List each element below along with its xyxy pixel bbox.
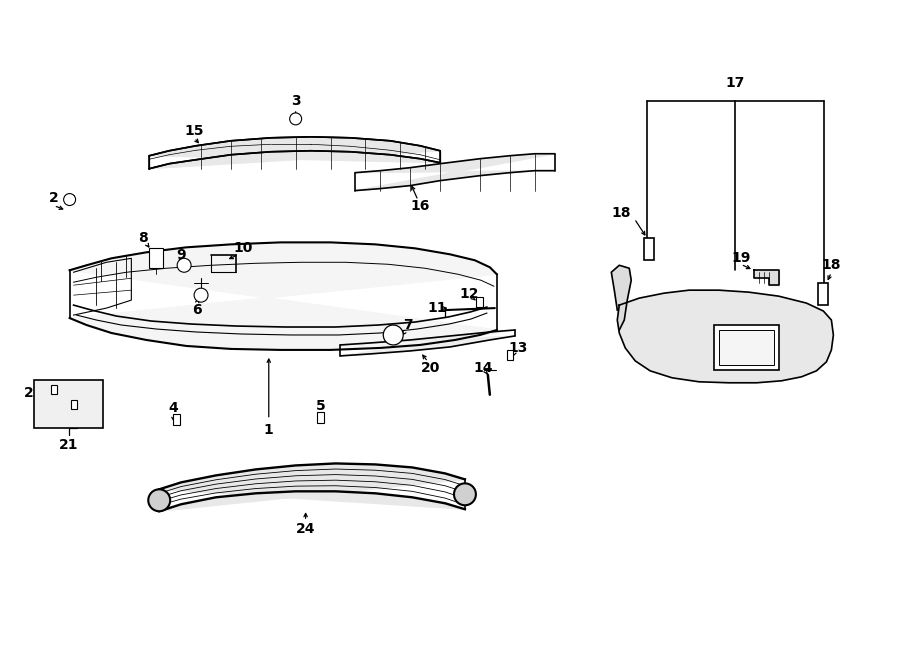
Text: 9: 9 — [176, 249, 186, 262]
Text: 14: 14 — [473, 361, 492, 375]
Bar — [714, 325, 778, 370]
Polygon shape — [617, 290, 833, 383]
Polygon shape — [340, 330, 515, 356]
Bar — [50, 385, 57, 394]
Bar — [70, 400, 77, 409]
Bar — [818, 283, 828, 305]
Bar — [476, 297, 483, 307]
Text: 8: 8 — [139, 231, 148, 245]
Circle shape — [194, 288, 208, 302]
Text: 3: 3 — [291, 94, 301, 108]
Text: 24: 24 — [296, 522, 315, 536]
Bar — [317, 412, 324, 423]
Bar — [507, 350, 513, 360]
Bar — [644, 239, 654, 260]
Text: 17: 17 — [725, 76, 744, 90]
Bar — [719, 330, 774, 365]
Polygon shape — [356, 154, 554, 190]
Text: 15: 15 — [184, 124, 203, 138]
Text: 7: 7 — [403, 318, 413, 332]
Text: 6: 6 — [193, 303, 202, 317]
Circle shape — [64, 194, 76, 206]
Text: 10: 10 — [233, 241, 253, 255]
Text: 11: 11 — [428, 301, 446, 315]
Text: 5: 5 — [316, 399, 326, 412]
Text: 12: 12 — [459, 287, 479, 301]
Text: 21: 21 — [58, 438, 78, 451]
Text: 13: 13 — [508, 341, 527, 355]
Circle shape — [383, 325, 403, 345]
Circle shape — [177, 258, 191, 272]
Circle shape — [454, 483, 476, 505]
Circle shape — [148, 489, 170, 511]
Text: 19: 19 — [731, 251, 751, 265]
Text: 1: 1 — [264, 422, 274, 436]
Polygon shape — [611, 265, 631, 330]
Text: 2: 2 — [49, 190, 58, 204]
Text: 18: 18 — [822, 258, 842, 272]
Polygon shape — [149, 137, 440, 169]
Text: 22: 22 — [24, 386, 43, 400]
Text: 20: 20 — [420, 361, 440, 375]
Circle shape — [290, 113, 302, 125]
Bar — [149, 249, 163, 268]
Bar — [34, 380, 104, 428]
Text: 18: 18 — [611, 206, 631, 221]
Polygon shape — [753, 270, 778, 285]
Polygon shape — [159, 463, 465, 511]
Text: 16: 16 — [410, 198, 430, 213]
Bar — [173, 414, 180, 425]
Polygon shape — [69, 243, 497, 350]
Text: 23: 23 — [44, 401, 63, 414]
Text: 4: 4 — [168, 401, 178, 414]
